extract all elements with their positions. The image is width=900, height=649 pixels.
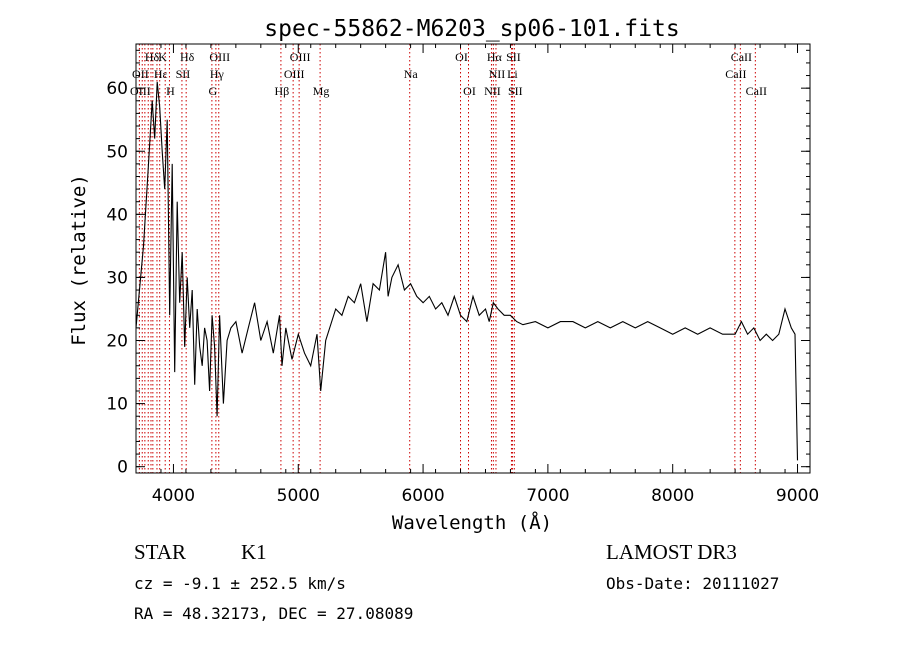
coordinates: RA = 48.32173, DEC = 27.08089	[134, 604, 413, 623]
line-label: Li	[507, 67, 518, 81]
line-label: SII	[508, 84, 523, 98]
x-tick-label: 4000	[152, 486, 195, 506]
line-label: G	[209, 84, 218, 98]
x-tick-label: 7000	[526, 486, 569, 506]
object-subclass: K1	[241, 540, 267, 564]
series-group	[135, 81, 799, 461]
x-axis-label: Wavelength (Å)	[392, 511, 552, 534]
line-label: OIII	[209, 50, 230, 64]
line-label: CaII	[725, 67, 746, 81]
marker-lines	[138, 44, 756, 473]
line-label: NII	[489, 67, 506, 81]
line-label: SII	[176, 67, 191, 81]
line-label: OIII	[290, 50, 311, 64]
line-label: Hδ	[180, 50, 195, 64]
survey-name: LAMOST DR3	[606, 540, 737, 564]
line-label: Na	[404, 67, 419, 81]
line-label: OIII	[284, 67, 305, 81]
y-tick-label: 50	[106, 142, 128, 162]
line-label: NII	[484, 84, 501, 98]
line-label: Hε	[154, 67, 168, 81]
chart-title: spec-55862-M6203_sp06-101.fits	[264, 16, 679, 42]
line-label: OI	[463, 84, 476, 98]
line-label: Hβ	[275, 84, 290, 98]
y-tick-label: 10	[106, 395, 128, 415]
line-label: OII	[132, 67, 149, 81]
x-tick-label: 8000	[651, 486, 694, 506]
line-label: Mg	[313, 84, 330, 98]
x-tick-label: 5000	[277, 486, 320, 506]
line-label: Hδ	[145, 50, 160, 64]
line-label: OI	[455, 50, 468, 64]
object-class: STAR	[134, 540, 186, 564]
line-label: H	[166, 84, 175, 98]
axis-ticks	[135, 44, 811, 473]
x-tick-label: 9000	[776, 486, 819, 506]
plot-frame	[135, 43, 811, 474]
line-label: CaII	[731, 50, 752, 64]
spectrum-line	[135, 81, 799, 461]
y-tick-label: 40	[106, 205, 128, 225]
line-label: OIII	[130, 84, 151, 98]
line-label: K	[158, 50, 167, 64]
y-axis-label: Flux (relative)	[68, 174, 90, 346]
y-tick-label: 60	[106, 79, 128, 99]
line-label: Hα	[487, 50, 503, 64]
line-label: CaII	[746, 84, 767, 98]
axis-tick-labels: 4000 5000 6000 7000 8000 9000 0 10 20 30 40 50 60	[106, 79, 819, 506]
observation-date: Obs-Date: 20111027	[606, 574, 779, 593]
line-label: SII	[506, 50, 521, 64]
y-tick-label: 30	[106, 268, 128, 288]
redshift-value: cz = -9.1 ± 252.5 km/s	[134, 574, 346, 593]
y-tick-label: 0	[117, 458, 128, 478]
y-tick-label: 20	[106, 332, 128, 352]
line-label: Hγ	[210, 67, 225, 81]
x-tick-label: 6000	[401, 486, 444, 506]
